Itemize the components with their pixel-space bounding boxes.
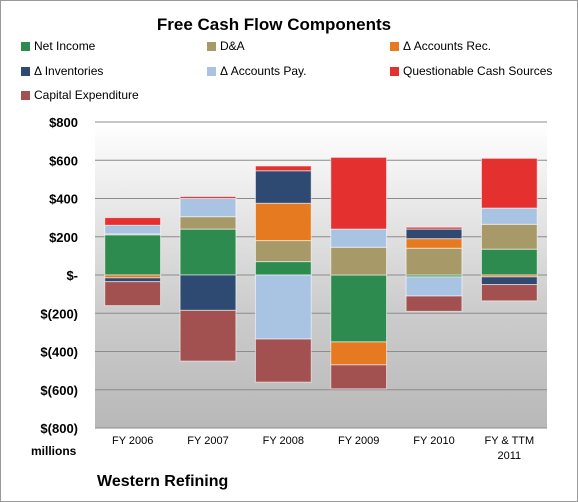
bar-segment bbox=[179, 228, 237, 276]
bar-segment bbox=[104, 224, 162, 235]
bar-segment bbox=[480, 157, 538, 209]
bar-segment bbox=[405, 226, 463, 230]
bar-segment bbox=[405, 228, 463, 240]
legend-label-accounts-rec: Δ Accounts Rec. bbox=[403, 39, 492, 53]
legend-label-accounts-pay: Δ Accounts Pay. bbox=[220, 64, 307, 78]
x-tick-label: FY 2010 bbox=[413, 435, 454, 447]
legend-swatch-net-income bbox=[21, 42, 30, 51]
bar-segment bbox=[405, 247, 463, 276]
legend-item-accounts-pay: Δ Accounts Pay. bbox=[207, 64, 307, 78]
legend-item-capex: Capital Expenditure bbox=[21, 88, 139, 102]
y-tick-label: $200 bbox=[49, 230, 78, 245]
bar-segment bbox=[254, 240, 312, 263]
bar-segment bbox=[254, 274, 312, 340]
bar-segment bbox=[179, 198, 237, 218]
bar-segment bbox=[254, 338, 312, 383]
bar-segment bbox=[254, 165, 312, 172]
x-tick-label: FY 2006 bbox=[112, 435, 153, 447]
legend-swatch-d-and-a bbox=[207, 42, 216, 51]
legend-swatch-questionable-cash bbox=[390, 67, 399, 76]
y-tick-label: $400 bbox=[49, 192, 78, 207]
bar-segment bbox=[480, 284, 538, 302]
bar-segment bbox=[405, 276, 463, 297]
bar-segment bbox=[330, 246, 388, 276]
bar-segment bbox=[330, 364, 388, 390]
bar-segment bbox=[480, 223, 538, 250]
bar-segment bbox=[179, 309, 237, 362]
bar-segment bbox=[330, 341, 388, 366]
bar-segment bbox=[480, 248, 538, 276]
y-tick-label: $600 bbox=[49, 153, 78, 168]
bar-segment bbox=[330, 156, 388, 230]
bar-segment bbox=[179, 216, 237, 230]
bar-segment bbox=[104, 234, 162, 276]
legend-label-d-and-a: D&A bbox=[220, 39, 245, 53]
bar-segment bbox=[405, 238, 463, 249]
bar-segment bbox=[480, 207, 538, 225]
y-tick-label: $(200) bbox=[40, 306, 78, 321]
y-tick-label: $- bbox=[66, 268, 78, 283]
legend-label-net-income: Net Income bbox=[34, 39, 96, 53]
legend-swatch-capex bbox=[21, 91, 30, 100]
y-tick-label: $(600) bbox=[40, 383, 78, 398]
bar-segment bbox=[179, 274, 237, 311]
legend-label-capex: Capital Expenditure bbox=[34, 88, 139, 102]
legend-swatch-accounts-rec bbox=[390, 42, 399, 51]
bar-segment bbox=[254, 261, 312, 276]
bar-segment bbox=[179, 196, 237, 199]
chart-title: Free Cash Flow Components bbox=[156, 15, 392, 34]
legend-label-inventories: Δ Inventories bbox=[34, 64, 104, 78]
x-tick-label: FY & TTM bbox=[484, 435, 534, 447]
legend-swatch-inventories bbox=[21, 67, 30, 76]
x-tick-label: FY 2009 bbox=[338, 435, 379, 447]
x-tick-label: FY 2007 bbox=[187, 435, 228, 447]
bar-segment bbox=[330, 274, 388, 343]
bar-segment bbox=[480, 276, 538, 286]
bar-segment bbox=[104, 217, 162, 226]
company-name: Western Refining bbox=[97, 473, 229, 490]
x-tick-label: 2011 bbox=[498, 450, 522, 462]
y-tick-label: $800 bbox=[49, 115, 78, 130]
y-tick-label: $(800) bbox=[40, 421, 78, 436]
legend-item-net-income: Net Income bbox=[21, 39, 95, 53]
y-tick-label: $(400) bbox=[40, 345, 78, 360]
bar-segment bbox=[254, 170, 312, 204]
legend-label-questionable-cash: Questionable Cash Sources bbox=[403, 64, 553, 78]
legend-item-questionable-cash: Questionable Cash Sources bbox=[390, 64, 552, 78]
legend-swatch-accounts-pay bbox=[207, 67, 216, 76]
legend-item-d-and-a: D&A bbox=[207, 39, 245, 53]
bar-segment bbox=[254, 202, 312, 242]
bar-segment bbox=[104, 277, 162, 283]
legend-item-inventories: Δ Inventories bbox=[21, 64, 103, 78]
bar-segment bbox=[104, 281, 162, 307]
bar-segment bbox=[330, 228, 388, 248]
units-label: millions bbox=[31, 444, 77, 458]
x-tick-label: FY 2008 bbox=[263, 435, 304, 447]
bar-segment bbox=[405, 295, 463, 312]
legend-item-accounts-rec: Δ Accounts Rec. bbox=[390, 39, 491, 53]
